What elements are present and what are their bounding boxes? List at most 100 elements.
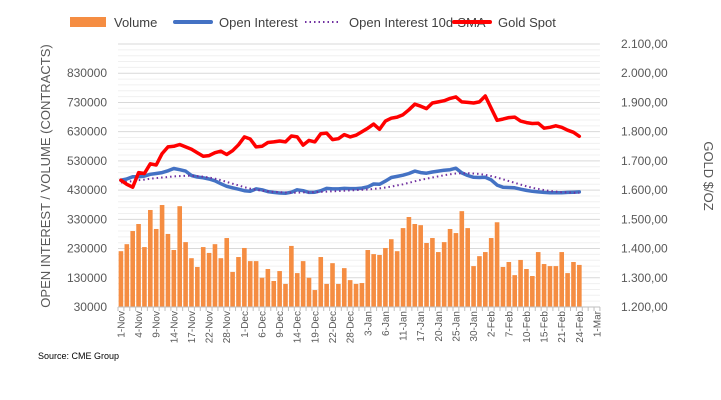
- left-tick-label: 530000: [67, 154, 107, 168]
- volume-bar: [383, 247, 388, 307]
- volume-bar: [136, 224, 141, 307]
- volume-bar: [465, 228, 470, 307]
- volume-bar: [353, 283, 359, 307]
- volume-bar: [459, 211, 465, 307]
- volume-bar: [371, 254, 376, 307]
- x-tick-label: 20-Jan: [434, 311, 445, 342]
- volume-bar: [447, 228, 453, 307]
- series-lines: [119, 94, 582, 196]
- volume-bar: [530, 276, 535, 307]
- volume-bar: [571, 261, 576, 307]
- x-tick-label: 14-Nov: [169, 311, 180, 343]
- left-axis-title: OPEN INTEREST / VOLUME (CONTRACTS): [38, 44, 53, 307]
- volume-bar: [218, 258, 224, 307]
- volume-bar: [200, 247, 206, 307]
- volume-bar: [247, 261, 253, 307]
- volume-bar: [277, 271, 282, 307]
- x-tick-label: 25-Jan: [451, 311, 462, 342]
- volume-bar: [494, 222, 500, 307]
- left-tick-label: 630000: [67, 125, 107, 139]
- volume-bar: [359, 283, 365, 307]
- volume-bar: [477, 256, 482, 307]
- volume-bar: [242, 247, 247, 307]
- volume-bar: [206, 252, 212, 307]
- open-interest-line: [119, 166, 582, 196]
- x-tick-label: 3-Jan: [363, 311, 374, 336]
- volume-bar: [553, 266, 559, 307]
- left-tick-label: 30000: [74, 300, 108, 314]
- right-axis-title: GOLD $/OZ: [701, 141, 716, 210]
- volume-bar: [130, 231, 135, 307]
- volume-bar: [394, 251, 400, 307]
- volume-bar: [153, 228, 159, 307]
- volume-bar: [118, 251, 124, 307]
- volume-bar: [441, 242, 447, 307]
- volume-bar: [512, 275, 517, 307]
- x-tick-label: 28-Nov: [222, 311, 233, 343]
- right-tick-label: 1.300,00: [621, 271, 668, 285]
- volume-bar: [400, 228, 406, 307]
- x-tick-label: 6-Jan: [381, 311, 392, 336]
- left-tick-label: 830000: [67, 66, 107, 80]
- right-tick-label: 1.900,00: [621, 95, 668, 109]
- gold-spot-line: [119, 94, 582, 189]
- legend-label: Gold Spot: [498, 15, 556, 30]
- volume-bar: [212, 244, 218, 307]
- x-tick-label: 24-Feb: [575, 311, 586, 343]
- x-tick-label: 15-Feb: [540, 311, 551, 343]
- legend-label: Open Interest: [219, 15, 298, 30]
- x-tick-label: 11-Jan: [399, 311, 410, 341]
- volume-bar: [524, 269, 529, 307]
- x-tick-label: 9-Nov: [152, 311, 163, 338]
- volume-bar: [435, 252, 441, 307]
- volume-bar: [312, 290, 318, 307]
- volume-bar: [195, 266, 200, 307]
- left-tick-label: 230000: [67, 242, 107, 256]
- volume-bar: [535, 252, 541, 307]
- volume-bar: [341, 268, 347, 307]
- volume-bar: [189, 258, 194, 307]
- x-tick-label: 10-Feb: [522, 311, 533, 343]
- volume-bar: [377, 254, 382, 307]
- x-tick-label: 17-Nov: [187, 311, 198, 343]
- volume-bars: [118, 205, 582, 307]
- legend-volume-swatch: [70, 17, 106, 27]
- volume-bar: [483, 252, 488, 307]
- legend: Volume Open Interest Open Interest 10d-SMA…: [70, 15, 556, 30]
- right-tick-label: 2.000,00: [621, 66, 668, 80]
- volume-bar: [183, 242, 188, 307]
- x-tick-label: 2-Feb: [487, 311, 498, 338]
- axes: 30000 130000 230000 330000 430000 530000 63000…: [67, 37, 668, 343]
- volume-bar: [430, 238, 435, 307]
- volume-bar: [271, 280, 277, 307]
- left-tick-label: 130000: [67, 271, 107, 285]
- left-tick-label: 730000: [67, 95, 107, 109]
- volume-bar: [547, 266, 553, 307]
- x-tick-label: 22-Dec: [328, 311, 339, 343]
- x-tick-label: 7-Feb: [504, 311, 515, 338]
- volume-bar: [471, 266, 476, 307]
- volume-bar: [330, 263, 335, 307]
- x-tick-label: 4-Nov: [134, 311, 145, 338]
- volume-bar: [224, 238, 230, 307]
- volume-bar: [142, 247, 147, 307]
- volume-bar: [324, 283, 329, 307]
- volume-bar: [559, 252, 565, 307]
- volume-bar: [289, 245, 294, 307]
- volume-bar: [347, 280, 353, 307]
- volume-bar: [236, 257, 241, 307]
- volume-bar: [171, 250, 177, 307]
- volume-bar: [294, 273, 300, 307]
- legend-label: Open Interest 10d-SMA: [349, 15, 486, 30]
- volume-bar: [506, 261, 512, 307]
- volume-bar: [500, 266, 506, 307]
- volume-bar: [318, 257, 324, 307]
- volume-bar: [259, 277, 265, 307]
- x-tick-label: 9-Dec: [275, 311, 286, 338]
- x-tick-label: 6-Dec: [257, 311, 268, 338]
- left-tick-label: 330000: [67, 212, 107, 226]
- volume-bar: [453, 233, 459, 307]
- volume-bar: [300, 261, 306, 307]
- volume-bar: [148, 209, 153, 307]
